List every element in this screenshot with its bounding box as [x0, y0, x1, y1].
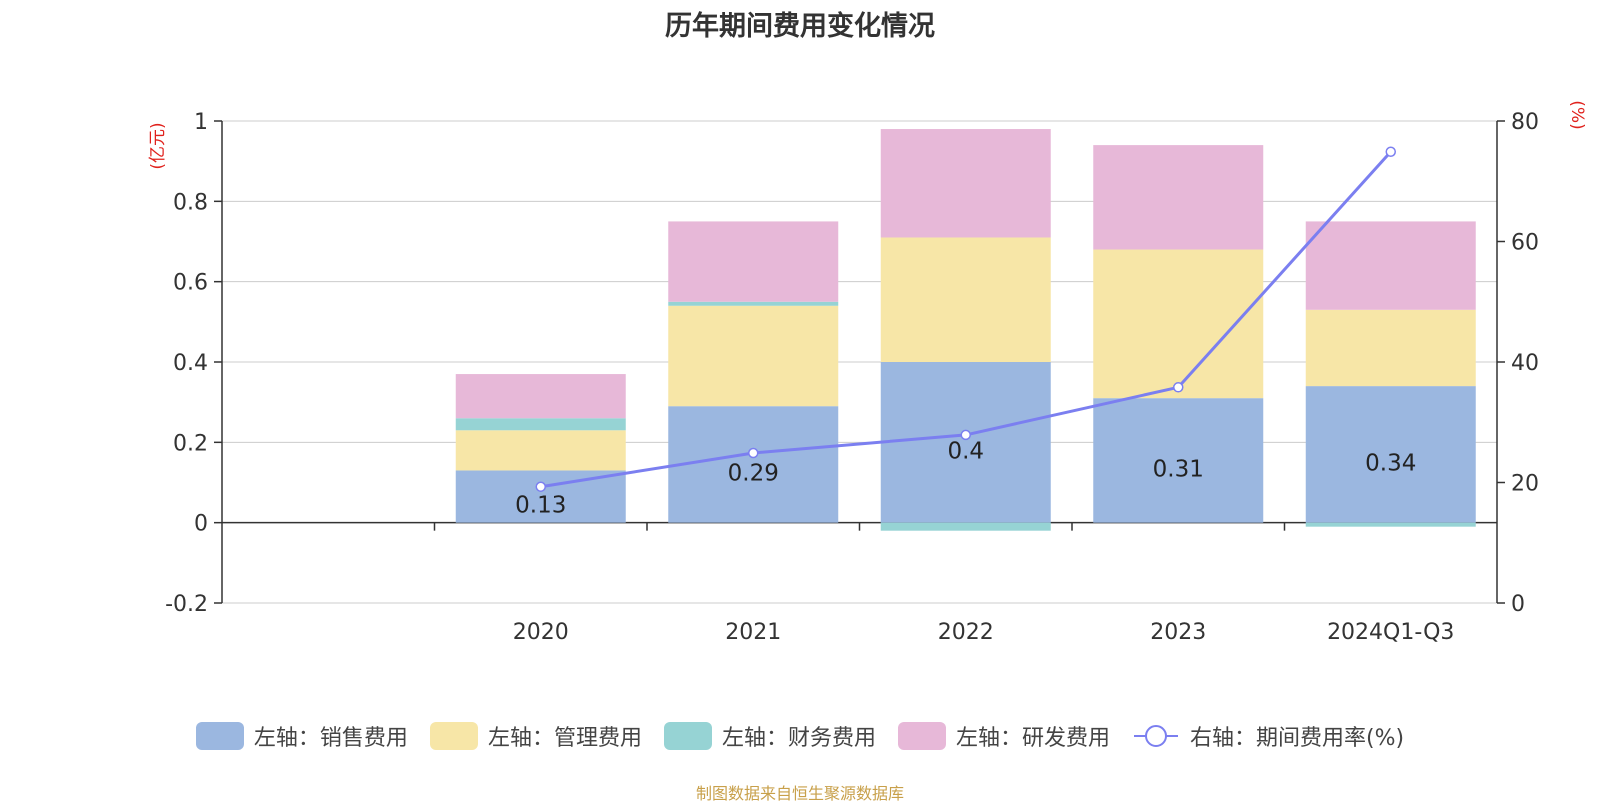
chart-title: 历年期间费用变化情况	[665, 11, 935, 42]
legend-swatch	[429, 722, 478, 750]
bar-segment	[1093, 398, 1264, 523]
y-left-tick-label: 0.2	[173, 431, 208, 456]
y-right-tick-label: 20	[1511, 472, 1539, 497]
bar-segment	[880, 237, 1051, 362]
rate-point	[535, 481, 546, 492]
legend-label: 右轴：期间费用率(%)	[1189, 726, 1405, 751]
rate-point	[960, 429, 971, 441]
rate-point	[1385, 146, 1396, 157]
x-tick-label: 2020	[513, 620, 569, 645]
bar-segment	[668, 305, 839, 407]
legend-swatch	[897, 722, 946, 750]
legend-swatch	[663, 722, 712, 750]
y-left-tick-label: 1	[194, 110, 208, 135]
bar-segment	[1093, 145, 1264, 250]
y-left-tick-label: -0.2	[165, 592, 208, 617]
bar-data-label: 0.4	[947, 438, 984, 464]
bar-segment	[880, 522, 1051, 531]
legend-item[interactable]: 左轴：销售费用	[195, 720, 408, 752]
legend: 左轴：销售费用 左轴：管理费用 左轴：财务费用 左轴：研发费用 右轴：期间费用率(%)	[0, 718, 1600, 754]
bar-data-label: 0.13	[515, 493, 566, 519]
legend-label: 左轴：管理费用	[487, 726, 642, 751]
bar-segment	[1305, 522, 1476, 527]
legend-label: 左轴：财务费用	[721, 726, 876, 751]
bar-segment	[668, 221, 839, 302]
y-right-tick-label: 80	[1511, 110, 1539, 135]
legend-label: 左轴：研发费用	[955, 726, 1110, 751]
x-tick-label: 2024Q1-Q3	[1327, 620, 1454, 645]
bar-segment	[880, 362, 1051, 523]
rate-point	[1173, 382, 1184, 393]
y-right-tick-label: 40	[1511, 351, 1539, 376]
x-tick-label: 2023	[1150, 620, 1206, 645]
y-left-tick-label: 0.4	[173, 351, 208, 376]
bar-segment	[1093, 249, 1264, 399]
bar-segment	[668, 301, 839, 306]
y-right-unit: (%)	[1567, 100, 1587, 129]
bar-segment	[455, 430, 626, 471]
rate-point	[748, 447, 759, 459]
x-tick-label: 2021	[725, 620, 781, 645]
bar-data-label: 0.34	[1365, 450, 1416, 476]
y-right-tick-label: 60	[1511, 231, 1539, 256]
x-tick-label: 2022	[938, 620, 994, 645]
bar-segment	[455, 418, 626, 431]
chart-canvas: -0.2 0 0.2 0.4 0.6 0.8 1 0 20 40 60 80 (亿元) (%) 2020 20…	[148, 100, 1587, 645]
y-left-unit: (亿元)	[148, 122, 168, 169]
bar-segment	[1305, 386, 1476, 523]
y-right-tick-label: 0	[1511, 592, 1525, 617]
legend-item[interactable]: 左轴：财务费用	[663, 720, 876, 752]
legend-item[interactable]: 左轴：研发费用	[897, 720, 1110, 752]
bar-segment	[1305, 221, 1476, 310]
bar-segment	[668, 406, 839, 523]
bar-segment	[1305, 309, 1476, 387]
bar-segment	[880, 129, 1051, 238]
source-note: 制图数据来自恒生聚源数据库	[695, 784, 904, 803]
bar-segment	[455, 374, 626, 419]
y-left-tick-label: 0	[194, 512, 208, 537]
y-left-tick-label: 0.6	[173, 271, 208, 296]
legend-label: 左轴：销售费用	[253, 726, 408, 751]
legend-swatch	[195, 722, 244, 750]
y-left-tick-label: 0.8	[173, 190, 208, 215]
bar-data-label: 0.31	[1153, 456, 1204, 482]
legend-item[interactable]: 左轴：管理费用	[429, 720, 642, 752]
legend-line-marker	[1133, 725, 1178, 747]
bar-data-label: 0.29	[728, 460, 779, 486]
legend-item[interactable]: 右轴：期间费用率(%)	[1132, 720, 1404, 752]
